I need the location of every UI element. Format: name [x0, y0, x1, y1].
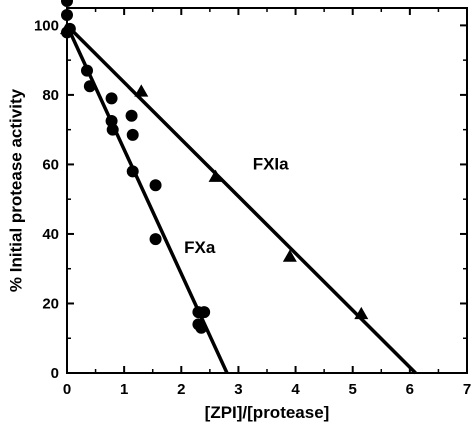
x-tick-label-4: 4 — [291, 381, 300, 398]
point-fxa-5 — [83, 80, 96, 93]
point-fxa-9 — [125, 109, 138, 122]
point-fxa-13 — [149, 233, 162, 246]
point-fxia-2 — [208, 169, 223, 182]
point-fxa-15 — [198, 306, 211, 319]
point-fxa-12 — [149, 179, 162, 192]
y-tick-labels: 0 20 40 60 80 100 — [34, 17, 59, 382]
x-tick-label-3: 3 — [234, 381, 242, 398]
axes — [66, 7, 468, 374]
point-fxia-0 — [60, 21, 74, 35]
data-points — [60, 0, 369, 334]
point-fxa-4 — [81, 64, 93, 77]
y-tick-label-60: 60 — [42, 156, 59, 173]
fit-line-fxia — [65, 24, 417, 375]
x-tick-labels: 0 1 2 3 4 5 6 7 — [63, 381, 471, 398]
point-fxa-10 — [126, 128, 139, 141]
y-tick-label-80: 80 — [42, 87, 59, 104]
point-fxa-8 — [106, 123, 119, 136]
y-tick-label-100: 100 — [34, 17, 59, 34]
y-tick-label-20: 20 — [42, 295, 59, 312]
point-fxa-6 — [105, 92, 118, 105]
tick-marks — [66, 8, 468, 374]
point-fxia-1 — [134, 84, 149, 97]
y-axis-label: % Initial protease activity — [7, 88, 26, 292]
point-fxa-11 — [126, 165, 139, 178]
x-tick-label-6: 6 — [406, 381, 414, 398]
point-fxa-1 — [61, 8, 73, 21]
point-fxa-17 — [195, 321, 208, 334]
x-tick-label-0: 0 — [63, 381, 71, 398]
x-tick-label-5: 5 — [349, 381, 357, 398]
point-fxa-0 — [61, 0, 73, 8]
series-label-fxia: FXIa — [253, 155, 289, 174]
plot-frame — [66, 7, 468, 374]
x-tick-label-7: 7 — [463, 381, 471, 398]
series-label-fxa: FXa — [184, 238, 216, 257]
x-tick-label-2: 2 — [177, 381, 185, 398]
point-fxia-4 — [354, 306, 369, 320]
point-fxia-3 — [282, 249, 297, 262]
fit-lines — [65, 24, 417, 375]
y-tick-label-0: 0 — [51, 365, 59, 382]
y-tick-label-40: 40 — [42, 226, 59, 243]
x-axis-label: [ZPI]/[protease] — [205, 403, 330, 422]
x-tick-label-1: 1 — [120, 381, 128, 398]
